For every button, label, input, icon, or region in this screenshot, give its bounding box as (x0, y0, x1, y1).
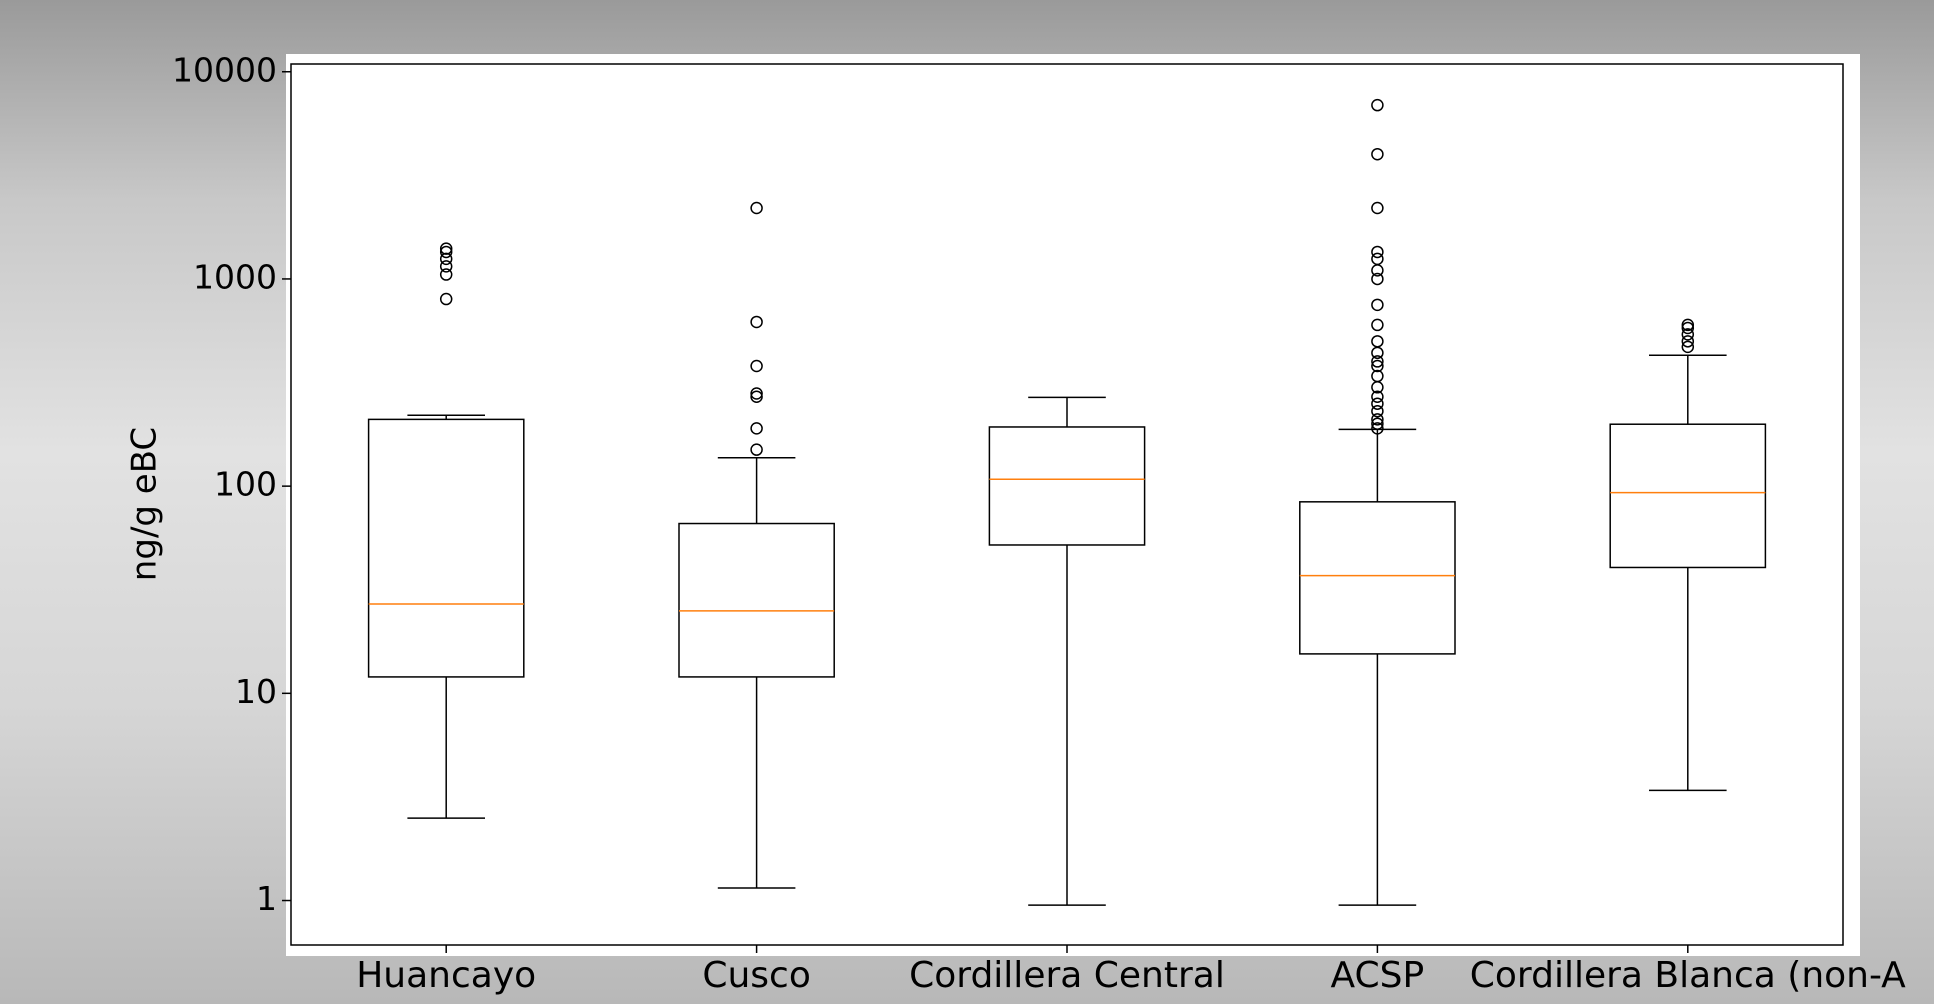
y-tick-label: 1 (256, 879, 277, 918)
y-tick-label: 1000 (193, 257, 277, 296)
x-tick-label: Cusco (702, 955, 811, 996)
x-tick-label: Cordillera Central (909, 955, 1225, 996)
page: ng/g eBC 1 10 100 1000 10000 Huancayo Cusco Cor… (0, 0, 1934, 1004)
plot-panel (286, 54, 1860, 956)
y-tick-label: 10000 (172, 50, 277, 89)
x-tick-label: Cordillera Blanca (non-A (1470, 955, 1906, 996)
chart: ng/g eBC 1 10 100 1000 10000 Huancayo Cusco Cor… (0, 0, 1934, 1004)
y-tick-label: 100 (214, 465, 277, 504)
y-tick-label: 10 (235, 672, 277, 711)
x-tick-label: ACSP (1331, 955, 1425, 996)
x-tick-label: Huancayo (356, 955, 536, 996)
y-axis-label: ng/g eBC (125, 427, 165, 581)
